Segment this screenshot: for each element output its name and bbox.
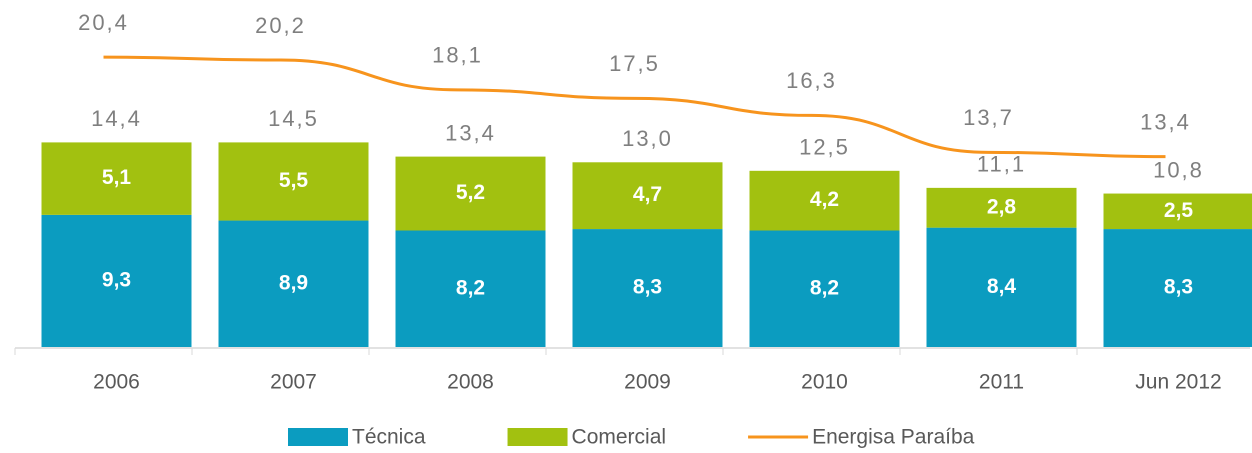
bar-segment	[395, 230, 546, 347]
total-label: 10,8	[1153, 157, 1204, 182]
bar-value-label: 8,2	[810, 276, 839, 299]
bar-value-label: 5,2	[456, 181, 485, 204]
x-tick-label: 2007	[270, 371, 317, 394]
line-value-label: 17,5	[609, 51, 660, 76]
bar-segment	[926, 187, 1077, 228]
legend-swatch	[288, 428, 348, 446]
bar-segment	[572, 229, 723, 347]
bar-segment	[218, 220, 369, 347]
bar-value-label: 4,2	[810, 188, 839, 211]
x-tick-label: 2008	[447, 371, 494, 394]
bar-value-label: 5,5	[279, 169, 309, 192]
bar-segment	[926, 227, 1077, 347]
bar-value-label: 8,4	[987, 275, 1017, 298]
bar-segment	[41, 214, 192, 347]
bar-value-label: 9,3	[102, 268, 131, 291]
bar-segment	[1103, 229, 1252, 347]
bar-segment	[41, 142, 192, 215]
legend-swatch	[507, 428, 568, 446]
bar-segment	[749, 170, 900, 231]
bar-segment	[218, 142, 369, 221]
line-value-label: 16,3	[786, 68, 837, 93]
total-label: 13,0	[622, 126, 673, 151]
x-tick-label: 2009	[624, 371, 671, 394]
bar-value-label: 4,7	[633, 183, 662, 206]
legend-label: Comercial	[572, 426, 667, 449]
line-value-label: 13,4	[1140, 109, 1191, 134]
bar-segment	[749, 230, 900, 347]
x-tick-label: 2011	[979, 371, 1024, 394]
bar-value-label: 8,3	[1164, 276, 1193, 299]
x-tick-label: Jun 2012	[1135, 371, 1221, 394]
bar-value-label: 5,1	[102, 166, 132, 189]
legend-label: Energisa Paraíba	[812, 426, 975, 449]
line-value-label: 13,7	[963, 105, 1014, 130]
total-label: 14,5	[268, 106, 319, 131]
bar-value-label: 8,2	[456, 276, 485, 299]
x-tick-label: 2010	[801, 371, 848, 394]
total-label: 12,5	[799, 135, 850, 160]
bar-value-label: 8,3	[633, 276, 662, 299]
bar-segment	[395, 156, 546, 231]
legend-label: Técnica	[352, 426, 426, 449]
line-value-label: 20,4	[78, 10, 129, 35]
bar-segment	[572, 162, 723, 230]
bar-segment	[1103, 193, 1252, 230]
line-value-label: 18,1	[432, 43, 483, 68]
line-value-label: 20,2	[255, 13, 306, 38]
bar-value-label: 2,5	[1164, 199, 1194, 222]
bar-value-label: 8,9	[279, 271, 308, 294]
bar-value-label: 2,8	[987, 195, 1017, 218]
line	[103, 55, 1166, 159]
total-label: 14,4	[91, 106, 142, 131]
total-label: 11,1	[977, 152, 1026, 177]
x-tick-label: 2006	[93, 371, 140, 394]
total-label: 13,4	[445, 120, 496, 145]
